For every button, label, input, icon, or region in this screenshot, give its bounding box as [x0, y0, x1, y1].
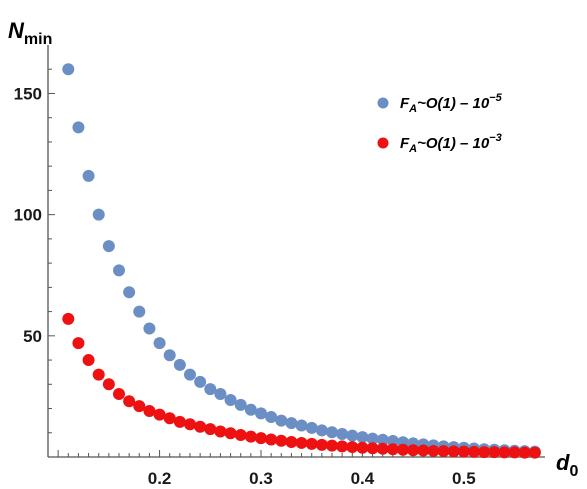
data-point	[508, 446, 521, 459]
data-point	[265, 411, 278, 424]
data-point	[133, 400, 146, 413]
data-point	[427, 444, 440, 457]
data-point	[478, 446, 491, 459]
data-point	[498, 446, 511, 459]
axes: 0.2 0.3 0.4 0.5 50 100 150	[14, 45, 545, 488]
data-point	[224, 427, 237, 440]
data-point	[366, 432, 379, 445]
data-point	[244, 403, 257, 416]
data-point	[113, 264, 125, 277]
data-point	[336, 440, 349, 453]
data-point	[305, 437, 318, 450]
data-point	[386, 443, 399, 456]
legend-label-series-1: FA~O(1) – 10−5	[400, 92, 503, 115]
data-point	[417, 444, 430, 457]
data-point	[214, 387, 227, 400]
data-point	[102, 378, 115, 391]
data-point	[173, 415, 186, 428]
data-point	[184, 368, 196, 381]
data-point	[72, 337, 85, 350]
data-point	[518, 446, 531, 459]
data-point	[184, 418, 196, 431]
data-point	[285, 417, 298, 430]
data-point	[82, 169, 95, 182]
data-point	[133, 305, 146, 318]
data-point	[72, 121, 85, 134]
data-point	[488, 446, 501, 459]
legend: FA~O(1) – 10−5 FA~O(1) – 10−3	[377, 92, 503, 155]
data-point	[92, 368, 105, 381]
data-point	[315, 424, 328, 437]
data-point	[234, 398, 247, 411]
y-tick-label: 50	[23, 327, 42, 346]
data-point	[82, 354, 95, 367]
x-tick-label: 0.3	[249, 469, 273, 488]
data-point	[457, 445, 470, 458]
data-point	[92, 208, 105, 221]
data-point	[528, 446, 541, 459]
data-point	[468, 445, 480, 458]
data-point	[163, 412, 176, 425]
data-point	[326, 426, 338, 439]
data-point	[346, 429, 359, 442]
data-point	[153, 337, 166, 350]
x-tick-label: 0.5	[452, 469, 476, 488]
data-point	[336, 427, 349, 440]
data-point	[163, 349, 176, 362]
data-point	[255, 432, 267, 445]
data-point	[295, 436, 308, 449]
data-point	[295, 419, 308, 432]
y-tick-label: 100	[14, 206, 42, 225]
data-point	[285, 435, 298, 448]
x-axis-label: d0	[556, 450, 578, 480]
data-point	[204, 423, 217, 436]
data-point	[143, 322, 156, 335]
data-point	[244, 430, 257, 443]
data-point	[437, 445, 450, 458]
y-tick-label: 150	[14, 84, 42, 103]
data-point	[173, 358, 186, 371]
data-point	[275, 414, 288, 427]
data-point	[376, 433, 389, 446]
y-axis-label: Nmin	[8, 18, 52, 48]
data-point	[265, 433, 278, 446]
data-point	[255, 407, 267, 420]
data-point	[326, 439, 338, 452]
data-point	[447, 445, 460, 458]
data-point	[397, 443, 409, 456]
data-point	[113, 387, 125, 400]
data-point	[346, 441, 359, 454]
data-point	[204, 383, 217, 396]
data-point	[407, 444, 420, 457]
data-point	[102, 240, 115, 253]
series-2	[62, 312, 541, 459]
legend-marker-series-2	[377, 137, 389, 149]
data-point	[356, 441, 369, 454]
data-point	[194, 375, 207, 388]
data-point	[386, 435, 399, 448]
data-point	[315, 438, 328, 451]
data-point	[376, 442, 389, 455]
data-point	[305, 421, 318, 434]
data-point	[356, 431, 369, 444]
data-point	[234, 428, 247, 441]
data-point	[62, 312, 75, 325]
data-point	[366, 442, 379, 455]
data-point	[123, 286, 136, 299]
data-point	[62, 63, 75, 76]
data-point	[153, 408, 166, 421]
legend-label-series-2: FA~O(1) – 10−3	[400, 132, 502, 155]
data-point	[123, 395, 136, 408]
data-point	[214, 425, 227, 438]
x-tick-label: 0.2	[148, 469, 172, 488]
legend-marker-series-1	[377, 97, 389, 109]
data-point	[275, 434, 288, 447]
data-points	[62, 63, 541, 459]
data-point	[143, 404, 156, 417]
x-tick-label: 0.4	[351, 469, 375, 488]
data-point	[194, 420, 207, 433]
data-point	[224, 394, 237, 407]
